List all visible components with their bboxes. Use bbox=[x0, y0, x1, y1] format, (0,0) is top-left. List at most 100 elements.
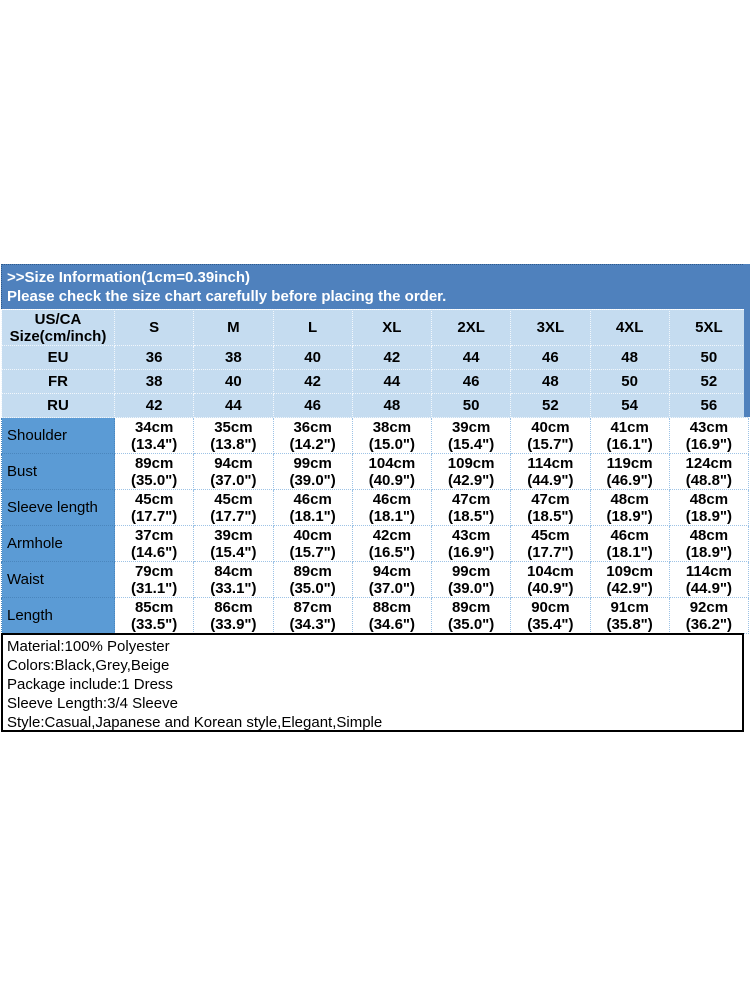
measurement-cm-value: 48cm bbox=[610, 490, 649, 508]
measurement-value-cell: 109cm (42.9") bbox=[589, 561, 670, 598]
measurement-value-cell: 94cm (37.0") bbox=[351, 561, 433, 598]
measurement-cm-value: 41cm bbox=[610, 418, 649, 436]
measurement-value-cell: 86cm (33.9") bbox=[193, 597, 274, 634]
region-size-value: 42 bbox=[272, 369, 353, 394]
measurement-value-cell: 124cm (48.8") bbox=[668, 453, 750, 490]
measurement-value-cell: 39cm (15.4") bbox=[193, 525, 274, 562]
measurement-inch-value: (15.4") bbox=[447, 435, 495, 453]
measurement-inch-value: (13.4") bbox=[130, 435, 178, 453]
measurement-cm-value: 36cm bbox=[293, 418, 332, 436]
measurement-cm-value: 79cm bbox=[134, 562, 174, 580]
measurement-cm-value: 45cm bbox=[531, 526, 570, 544]
measurement-cm-value: 46cm bbox=[293, 490, 332, 508]
measurement-cm-value: 109cm bbox=[606, 562, 653, 580]
measurement-inch-value: (34.6") bbox=[368, 615, 416, 633]
measurement-inch-value: (17.7") bbox=[210, 507, 257, 525]
measurement-cm-value: 47cm bbox=[531, 490, 570, 508]
measurement-row-label: Sleeve length bbox=[1, 489, 115, 526]
region-size-value: 52 bbox=[668, 369, 750, 394]
measurement-inch-value: (15.7") bbox=[527, 435, 574, 453]
region-size-value: 42 bbox=[351, 345, 433, 370]
measurement-cm-value: 86cm bbox=[214, 598, 253, 616]
measurement-inch-value: (16.5") bbox=[368, 543, 416, 561]
size-column-header: XL bbox=[351, 309, 433, 346]
measurement-inch-value: (18.9") bbox=[685, 543, 733, 561]
measurement-cm-value: 92cm bbox=[689, 598, 729, 616]
measurement-value-cell: 46cm (18.1") bbox=[272, 489, 353, 526]
size-column-header: 4XL bbox=[589, 309, 670, 346]
measurement-inch-value: (35.4") bbox=[527, 615, 574, 633]
measurement-row: Waist 79cm (31.1") 84cm (33.1") 89cm (35.0") 94… bbox=[1, 561, 750, 598]
size-chart-table: US/CA Size(cm/inch) S M L XL 2XL 3XL 4XL 5XL EU… bbox=[1, 309, 750, 634]
measurement-value-cell: 43cm (16.9") bbox=[668, 417, 750, 454]
measurement-cm-value: 46cm bbox=[372, 490, 412, 508]
measurement-inch-value: (46.9") bbox=[606, 471, 653, 489]
region-size-value: 38 bbox=[193, 345, 274, 370]
size-column-header: S bbox=[113, 309, 195, 346]
measurement-cm-value: 87cm bbox=[293, 598, 332, 616]
measurement-cm-value: 94cm bbox=[372, 562, 412, 580]
measurement-cm-value: 45cm bbox=[134, 490, 174, 508]
measurement-value-cell: 84cm (33.1") bbox=[193, 561, 274, 598]
measurement-cm-value: 114cm bbox=[527, 454, 574, 472]
region-size-value: 36 bbox=[113, 345, 195, 370]
measurement-value-cell: 119cm (46.9") bbox=[589, 453, 670, 490]
measurement-value-cell: 91cm (35.8") bbox=[589, 597, 670, 634]
measurement-cm-value: 43cm bbox=[451, 526, 491, 544]
region-size-row: EU 36 38 40 42 44 46 48 50 bbox=[1, 345, 750, 370]
measurement-value-cell: 79cm (31.1") bbox=[113, 561, 195, 598]
measurement-cm-value: 94cm bbox=[214, 454, 253, 472]
region-size-value: 48 bbox=[510, 369, 591, 394]
measurement-value-cell: 109cm (42.9") bbox=[430, 453, 512, 490]
measurement-value-cell: 42cm (16.5") bbox=[351, 525, 433, 562]
measurement-inch-value: (35.0") bbox=[130, 471, 178, 489]
measurement-inch-value: (33.5") bbox=[130, 615, 178, 633]
measurement-value-cell: 89cm (35.0") bbox=[113, 453, 195, 490]
size-column-header: 3XL bbox=[510, 309, 591, 346]
measurement-inch-value: (17.7") bbox=[527, 543, 574, 561]
measurement-inch-value: (40.9") bbox=[527, 579, 574, 597]
measurement-cm-value: 89cm bbox=[451, 598, 491, 616]
measurement-value-cell: 89cm (35.0") bbox=[430, 597, 512, 634]
region-size-value: 44 bbox=[351, 369, 433, 394]
product-detail-line: Style:Casual,Japanese and Korean style,E… bbox=[7, 714, 383, 731]
measurement-inch-value: (35.0") bbox=[289, 579, 336, 597]
measurement-cm-value: 104cm bbox=[527, 562, 574, 580]
measurement-inch-value: (39.0") bbox=[289, 471, 336, 489]
measurement-value-cell: 104cm (40.9") bbox=[510, 561, 591, 598]
size-column-header: M bbox=[193, 309, 274, 346]
measurement-value-cell: 37cm (14.6") bbox=[113, 525, 195, 562]
measurement-value-cell: 40cm (15.7") bbox=[272, 525, 353, 562]
measurement-inch-value: (37.0") bbox=[368, 579, 416, 597]
measurement-cm-value: 39cm bbox=[451, 418, 491, 436]
region-size-row: FR 38 40 42 44 46 48 50 52 bbox=[1, 369, 750, 394]
measurement-value-cell: 35cm (13.8") bbox=[193, 417, 274, 454]
measurement-cm-value: 99cm bbox=[451, 562, 491, 580]
measurement-inch-value: (35.8") bbox=[606, 615, 653, 633]
banner-title: >>Size Information(1cm=0.39inch) bbox=[7, 269, 250, 286]
measurement-value-cell: 45cm (17.7") bbox=[113, 489, 195, 526]
banner-subtitle: Please check the size chart carefully be… bbox=[7, 288, 447, 305]
measurement-inch-value: (18.1") bbox=[368, 507, 416, 525]
measurement-inch-value: (18.9") bbox=[606, 507, 653, 525]
region-size-value: 44 bbox=[430, 345, 512, 370]
measurement-cm-value: 43cm bbox=[689, 418, 729, 436]
measurement-inch-value: (18.5") bbox=[527, 507, 574, 525]
measurement-cm-value: 46cm bbox=[610, 526, 649, 544]
measurement-value-cell: 99cm (39.0") bbox=[430, 561, 512, 598]
measurement-value-cell: 34cm (13.4") bbox=[113, 417, 195, 454]
measurement-value-cell: 48cm (18.9") bbox=[589, 489, 670, 526]
product-detail-line: Sleeve Length:3/4 Sleeve bbox=[7, 695, 178, 712]
region-size-value: 48 bbox=[351, 393, 433, 418]
measurement-cm-value: 85cm bbox=[134, 598, 174, 616]
measurement-cm-value: 38cm bbox=[372, 418, 412, 436]
region-size-row: RU 42 44 46 48 50 52 54 56 bbox=[1, 393, 750, 418]
measurement-inch-value: (13.8") bbox=[210, 435, 257, 453]
measurement-value-cell: 88cm (34.6") bbox=[351, 597, 433, 634]
measurement-cm-value: 34cm bbox=[134, 418, 174, 436]
measurement-inch-value: (14.2") bbox=[289, 435, 336, 453]
measurement-inch-value: (18.9") bbox=[685, 507, 733, 525]
product-detail-line: Material:100% Polyester bbox=[7, 638, 170, 655]
measurement-value-cell: 48cm (18.9") bbox=[668, 489, 750, 526]
measurement-inch-value: (16.9") bbox=[685, 435, 733, 453]
